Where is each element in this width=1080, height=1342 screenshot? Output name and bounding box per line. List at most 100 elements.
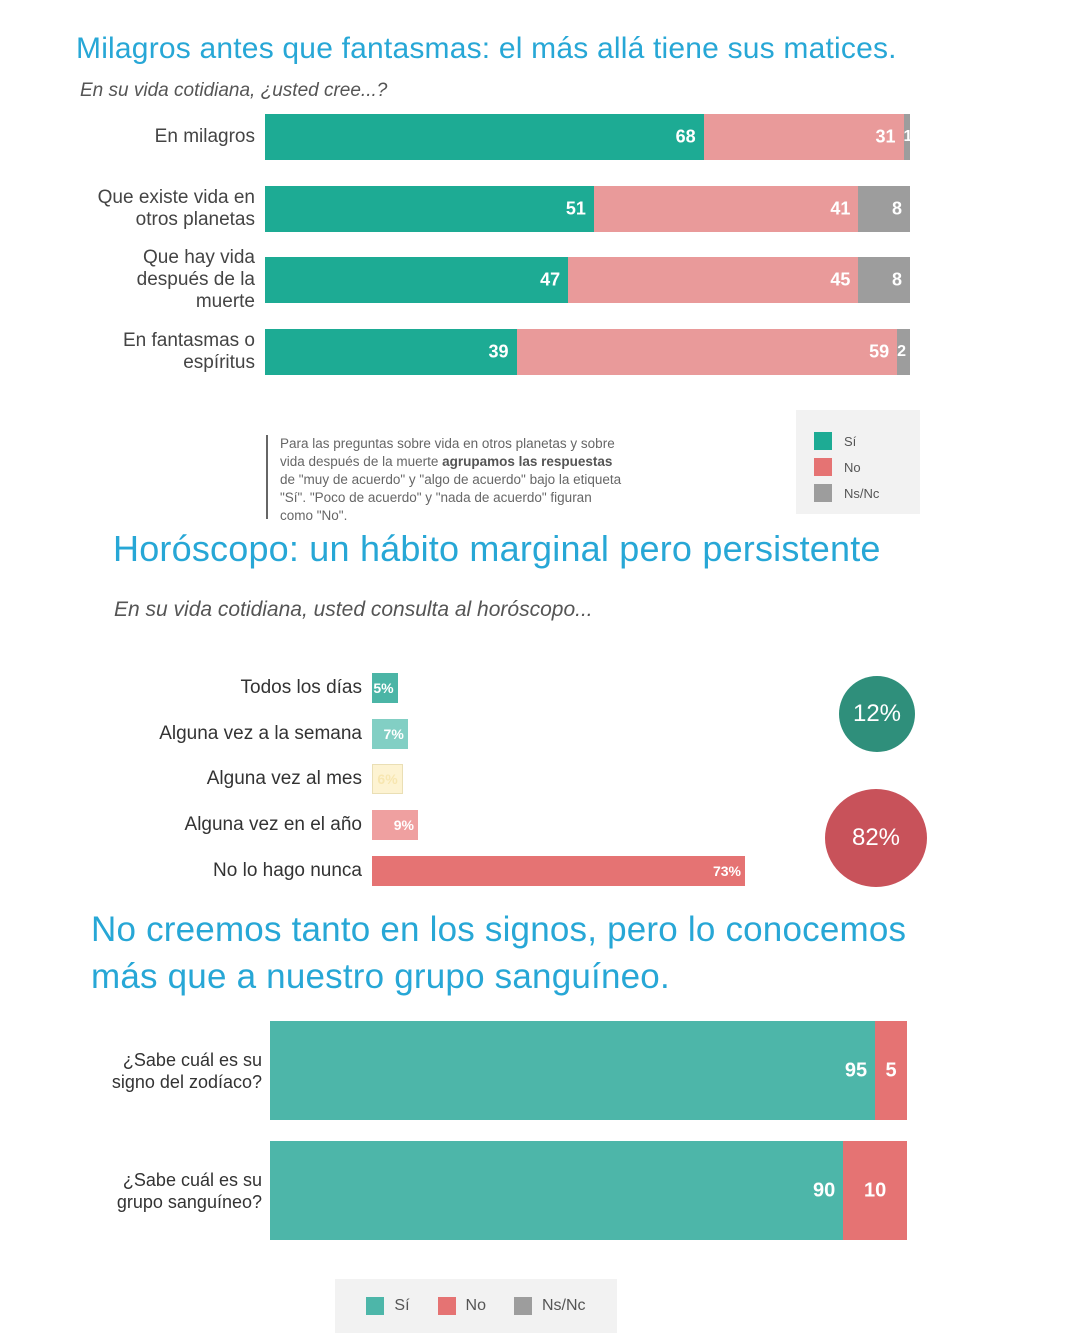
stacked-bar: 90 10: [270, 1141, 907, 1240]
bar-segment-no: 59: [516, 329, 898, 375]
bar-segment-sí: 47: [265, 257, 569, 303]
stacked-bar: 39 59 2: [265, 329, 910, 375]
category-label: ¿Sabe cuál es su signo del zodíaco?: [62, 1049, 262, 1093]
bar-segment-no: 5: [875, 1021, 907, 1120]
data-label: 31: [875, 126, 896, 147]
data-label: 51: [565, 198, 586, 219]
bar: 73%: [372, 856, 745, 886]
bar: 5%: [372, 673, 398, 703]
data-label: 2: [897, 343, 906, 360]
chart2-title: Horóscopo: un hábito marginal pero persi…: [113, 528, 881, 569]
category-label-line: espíritus: [183, 352, 255, 373]
category-label: Alguna vez al mes: [206, 768, 362, 789]
category-label: ¿Sabe cuál es su grupo sanguíneo?: [62, 1169, 262, 1213]
category-label-line: otros planetas: [135, 209, 255, 230]
data-label: 39: [488, 341, 509, 362]
data-label: 1: [903, 128, 913, 145]
data-label: 41: [830, 198, 851, 219]
data-label: 45: [830, 269, 851, 290]
data-label: 10: [864, 1179, 887, 1201]
legend2-item-no: No: [437, 1297, 486, 1315]
category-label: Alguna vez en el año: [184, 814, 362, 835]
note-fragment: agrupamos las respuestas: [442, 454, 613, 469]
data-label: 6%: [377, 771, 398, 787]
legend2-item-si: Sí: [366, 1297, 410, 1315]
bar-segment-nsnc: 8: [858, 186, 910, 232]
bar: 9%: [372, 810, 418, 840]
bar-segment-nsnc: 2: [897, 329, 910, 375]
legend2-label-no: No: [465, 1297, 486, 1314]
category-label: Todos los días: [240, 677, 362, 698]
bar-segment-nsnc: 1: [903, 114, 913, 160]
legend-label-si: Sí: [844, 433, 857, 449]
category-label: No lo hago nunca: [213, 860, 362, 881]
data-label: 5: [885, 1059, 897, 1081]
bar-segment-sí: 51: [265, 186, 594, 232]
chart3-legend: Sí No Ns/Nc: [335, 1279, 617, 1333]
category-label: En fantasmas o espíritus: [60, 330, 255, 374]
chart1-legend: Sí No Ns/Nc: [796, 410, 920, 514]
note-fragment: de "muy de acuerdo" y "algo de acuerdo" …: [280, 472, 622, 523]
chart2-subtitle: En su vida cotidiana, usted consulta al …: [114, 598, 593, 621]
legend-swatch-no: [814, 458, 832, 476]
legend-item-nsnc: Ns/Nc: [814, 480, 920, 506]
data-label: 95: [844, 1059, 868, 1081]
data-label: 9%: [393, 817, 414, 833]
stacked-bar: 95 5: [270, 1021, 907, 1120]
data-label: 8: [891, 198, 902, 219]
stacked-bar: 47 45 8: [265, 257, 910, 303]
category-label-line: grupo sanguíneo?: [116, 1191, 262, 1212]
chart1-methodology-note: Para las preguntas sobre vida en otros p…: [266, 435, 626, 523]
stacked-bar: 68 31 1: [265, 114, 913, 160]
category-label-line: ¿Sabe cuál es su: [122, 1169, 262, 1190]
category-label-line: después de la: [136, 269, 255, 290]
legend2-swatch-nsnc: [514, 1297, 532, 1315]
bar-segment-no: 45: [568, 257, 859, 303]
legend-label-no: No: [844, 459, 861, 475]
category-label-line: signo del zodíaco?: [111, 1071, 262, 1092]
category-label: Que existe vida en otros planetas: [60, 187, 255, 231]
bar-segment-sí: 90: [270, 1141, 844, 1240]
legend-item-si: Sí: [814, 428, 920, 454]
data-label: 68: [675, 126, 696, 147]
category-label: Que hay vida después de la muerte: [60, 247, 255, 313]
category-label-line: muerte: [195, 291, 255, 312]
legend-swatch-nsnc: [814, 484, 832, 502]
data-label: 47: [540, 269, 561, 290]
legend2-label-si: Sí: [394, 1297, 410, 1314]
chart3-title-line2: más que a nuestro grupo sanguíneo.: [91, 957, 670, 996]
bar: 6%: [372, 764, 403, 794]
category-label-line: ¿Sabe cuál es su: [122, 1049, 262, 1070]
category-label: En milagros: [60, 126, 255, 148]
bar-segment-no: 31: [703, 114, 904, 160]
note-fragment: Para las preguntas sobre vida en otros p…: [280, 436, 615, 469]
bar: 7%: [372, 719, 408, 749]
bar-segment-no: 10: [843, 1141, 907, 1240]
legend-label-nsnc: Ns/Nc: [844, 485, 880, 501]
bar-segment-sí: 95: [270, 1021, 876, 1120]
data-label: 73%: [712, 863, 741, 879]
data-label: 7%: [383, 726, 404, 742]
data-label: 8: [891, 269, 902, 290]
category-label-line: Que existe vida en: [97, 187, 255, 208]
summary-circle-rare: 82%: [825, 789, 927, 887]
bar-segment-no: 41: [593, 186, 859, 232]
legend2-swatch-no: [437, 1297, 456, 1315]
bar-segment-sí: 39: [265, 329, 517, 375]
bar-segment-nsnc: 8: [858, 257, 910, 303]
stacked-bar: 51 41 8: [265, 186, 910, 232]
legend2-item-nsnc: Ns/Nc: [514, 1297, 586, 1315]
legend2-swatch-si: [366, 1297, 385, 1315]
chart3-title-line1: No creemos tanto en los signos, pero lo …: [91, 910, 907, 949]
category-label-line: En fantasmas o: [122, 330, 255, 351]
data-label: 90: [813, 1179, 836, 1201]
summary-circle-frequent: 12%: [839, 676, 915, 752]
legend-swatch-si: [814, 432, 832, 450]
legend-item-no: No: [814, 454, 920, 480]
legend2-label-nsnc: Ns/Nc: [542, 1297, 586, 1314]
category-label-line: Que hay vida: [143, 247, 255, 268]
data-label: 5%: [373, 680, 394, 696]
chart1-title: Milagros antes que fantasmas: el más all…: [76, 32, 897, 65]
data-label: 59: [869, 341, 890, 362]
bar-segment-sí: 68: [265, 114, 704, 160]
